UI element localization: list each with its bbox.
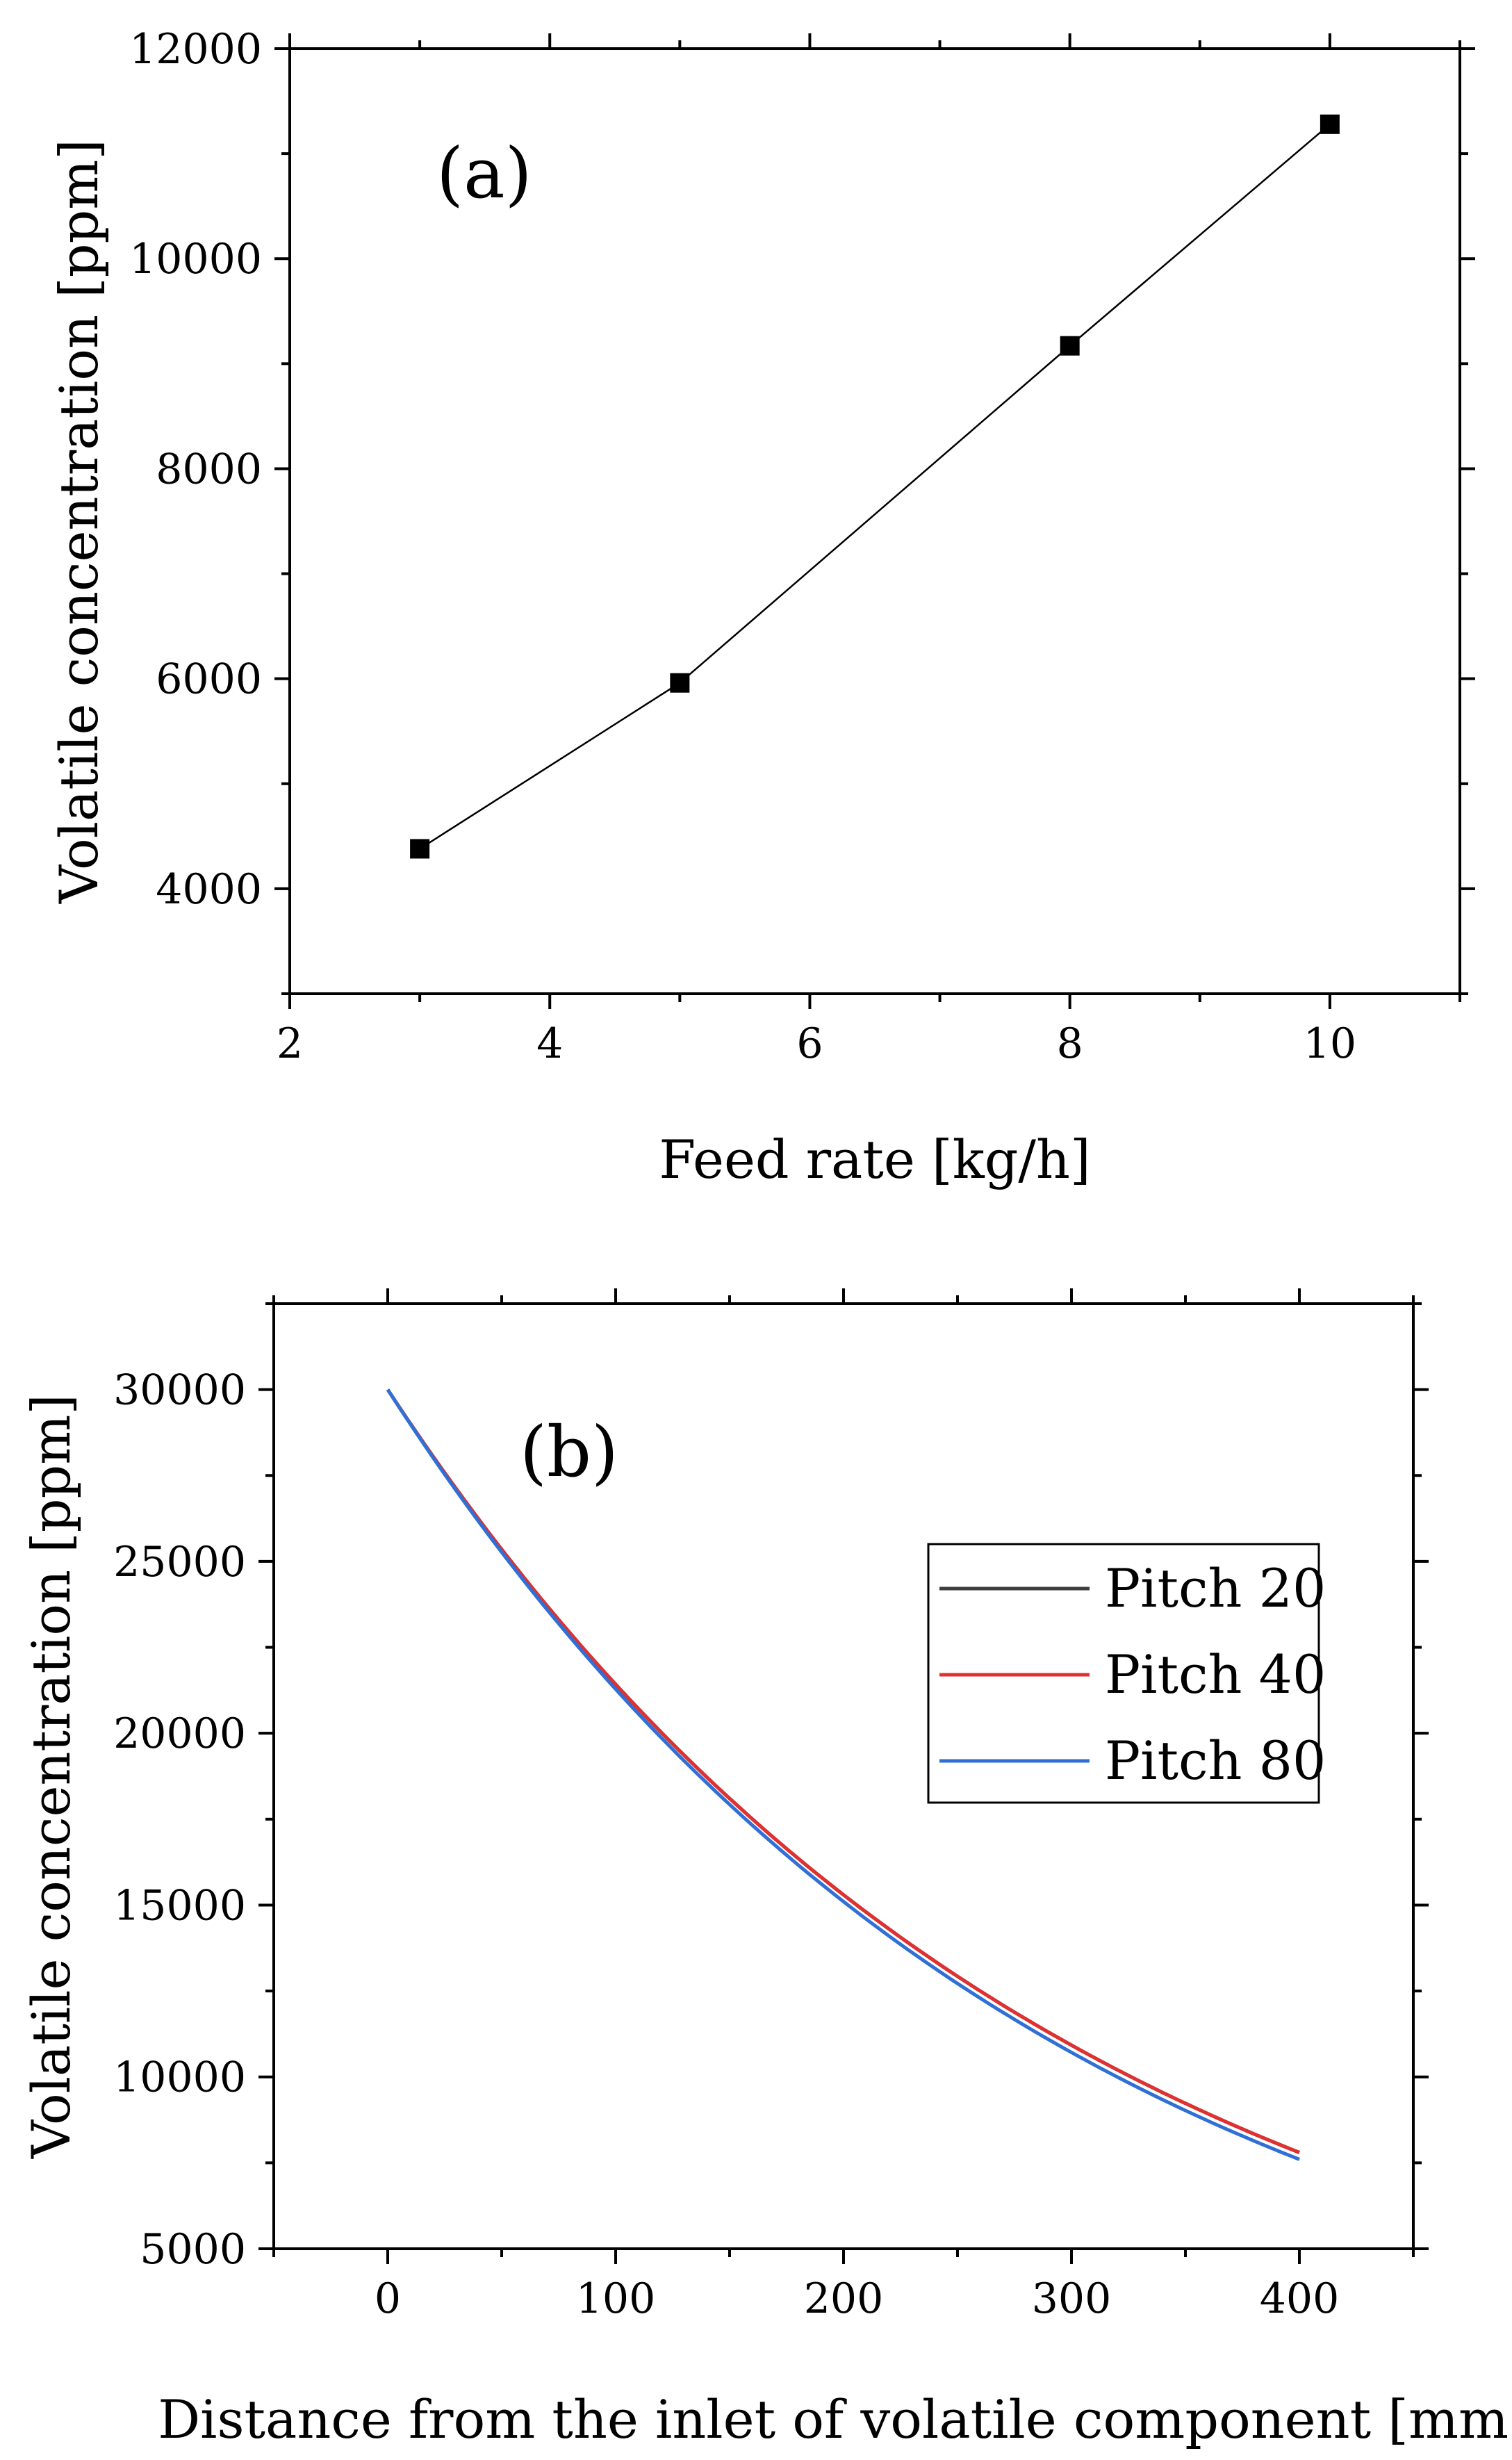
- chart-b-panel-label: (b): [520, 1411, 618, 1493]
- data-point: [670, 673, 690, 693]
- chart-a-x-axis-title: Feed rate [kg/h]: [659, 1129, 1090, 1190]
- y-tick-label: 25000: [113, 1538, 246, 1586]
- x-tick-label: 8: [1057, 1019, 1083, 1068]
- y-tick-label: 4000: [156, 865, 262, 914]
- series-line-pitch-80: [386, 1388, 1300, 2161]
- data-point: [1320, 114, 1340, 134]
- chart-a-panel-label: (a): [436, 133, 532, 214]
- y-tick-label: 12000: [129, 25, 262, 74]
- x-tick-label: 10: [1304, 1019, 1356, 1068]
- x-tick-label: 100: [576, 2274, 656, 2323]
- legend-label-pitch-20: Pitch 20: [1105, 1557, 1326, 1619]
- y-tick-label: 10000: [113, 2053, 246, 2102]
- series-line-pitch-40: [386, 1388, 1300, 2154]
- x-tick-label: 0: [375, 2274, 401, 2323]
- x-tick-label: 300: [1032, 2274, 1112, 2323]
- y-tick-label: 5000: [140, 2225, 246, 2274]
- chart-b-x-axis-title: Distance from the inlet of volatile comp…: [158, 2388, 1512, 2450]
- y-tick-label: 15000: [113, 1881, 246, 1930]
- x-tick-label: 4: [536, 1019, 563, 1068]
- chart-b-y-tick-labels: 5000 10000 15000 20000 25000 30000: [113, 1366, 246, 2274]
- chart-b: 0 100 200 300 400 5000 10000 15000 20000 25000 30…: [20, 1288, 1512, 2450]
- chart-a-y-axis-title: Volatile concentration [ppm]: [48, 139, 110, 904]
- chart-a-plot-frame: [288, 47, 1461, 995]
- data-point: [1060, 336, 1080, 356]
- x-tick-label: 6: [796, 1019, 823, 1068]
- y-tick-label: 6000: [156, 655, 262, 704]
- chart-b-ticks: [258, 1288, 1429, 2264]
- chart-b-y-axis-title: Volatile concentration [ppm]: [20, 1394, 82, 2159]
- chart-a-y-tick-labels: 4000 6000 8000 10000 12000: [129, 25, 262, 914]
- legend-label-pitch-80: Pitch 80: [1105, 1730, 1326, 1791]
- y-tick-label: 8000: [156, 445, 262, 493]
- chart-a-x-tick-labels: 2 4 6 8 10: [277, 1019, 1356, 1068]
- chart-a-ticks: [274, 33, 1475, 1009]
- chart-a: 2 4 6 8 10 4000 6000 8000 10000 12000 (a) Feed r…: [48, 25, 1475, 1190]
- chart-b-x-tick-labels: 0 100 200 300 400: [375, 2274, 1339, 2323]
- x-tick-label: 200: [804, 2274, 884, 2323]
- x-tick-label: 400: [1260, 2274, 1340, 2323]
- x-tick-label: 2: [277, 1019, 303, 1068]
- chart-b-legend: Pitch 20 Pitch 40 Pitch 80: [927, 1543, 1326, 1804]
- legend-label-pitch-40: Pitch 40: [1105, 1643, 1326, 1705]
- data-point: [410, 839, 430, 859]
- series-line-volatile-concentration: [419, 123, 1331, 850]
- y-tick-label: 30000: [113, 1366, 246, 1415]
- y-tick-label: 20000: [113, 1709, 246, 1758]
- chart-a-series: [410, 114, 1340, 859]
- chart-b-series: [386, 1388, 1300, 2161]
- y-tick-label: 10000: [129, 235, 262, 284]
